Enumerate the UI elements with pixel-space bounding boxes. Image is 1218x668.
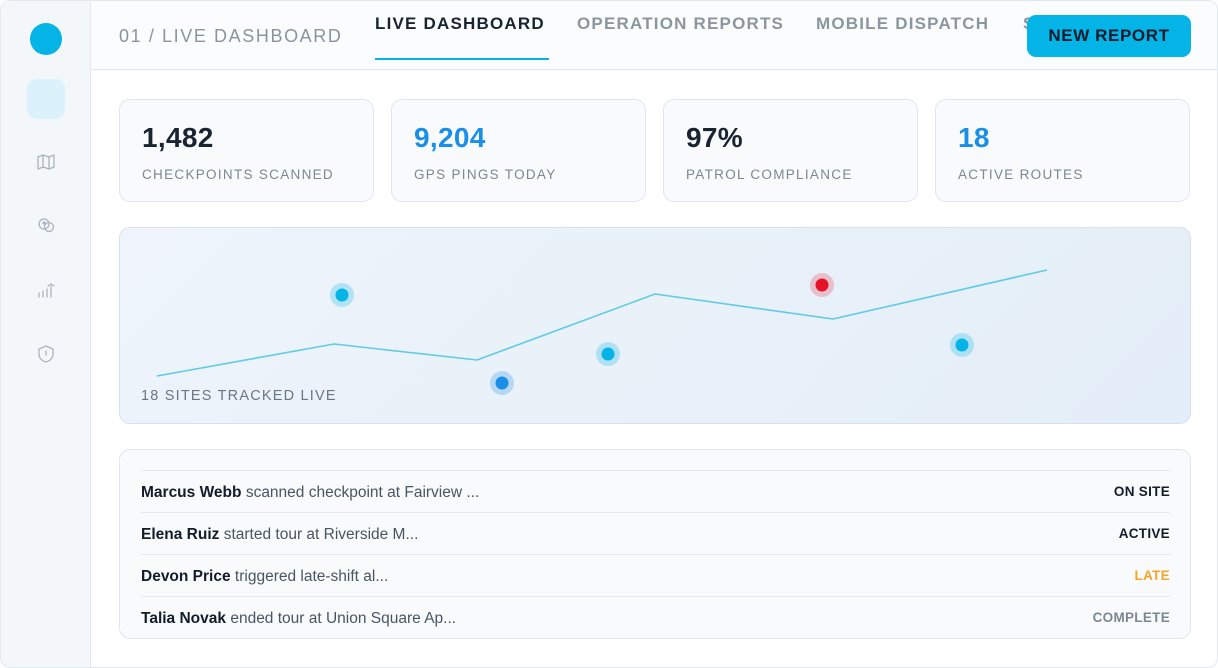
stat-value: 1,482 <box>142 122 214 153</box>
feed-row[interactable]: Marcus Webb scanned checkpoint at Fairvi… <box>141 470 1170 512</box>
tab-live-dashboard[interactable]: LIVE DASHBOARD <box>375 14 545 33</box>
map-icon <box>37 154 55 170</box>
feed-row[interactable]: Talia Novak ended tour at Union Square A… <box>141 596 1170 638</box>
map-canvas <box>156 269 1048 395</box>
feed-user-name: Elena Ruiz <box>141 526 220 543</box>
patrol-route-line <box>156 269 1048 377</box>
active-tab-indicator <box>375 58 549 60</box>
stat-label: GPS PINGS TODAY <box>414 167 557 182</box>
feed-action: started tour at Riverside M... <box>223 526 419 543</box>
sidebar-item-analytics[interactable] <box>34 279 58 303</box>
stat-card-patrol-compliance: 97% PATROL COMPLIANCE <box>663 99 918 202</box>
sidebar-item-map[interactable] <box>34 150 58 174</box>
tab-mobile-dispatch[interactable]: MOBILE DISPATCH <box>816 14 990 33</box>
stat-value: 18 <box>958 122 990 153</box>
feed-row[interactable]: Elena Ruiz started tour at Riverside M..… <box>141 512 1170 554</box>
status-badge: ON SITE <box>1113 484 1170 499</box>
top-bar: 01 / LIVE DASHBOARD LIVE DASHBOARD OPERA… <box>91 1 1217 70</box>
live-map[interactable]: 18 SITES TRACKED LIVE <box>119 227 1191 424</box>
stat-value: 97% <box>686 122 743 153</box>
stat-label: ACTIVE ROUTES <box>958 167 1084 182</box>
status-badge: ACTIVE <box>1118 526 1170 541</box>
stat-card-gps-pings: 9,204 GPS PINGS TODAY <box>391 99 646 202</box>
trend-up-icon <box>38 283 55 298</box>
stat-label: PATROL COMPLIANCE <box>686 167 853 182</box>
map-caption: 18 SITES TRACKED LIVE <box>141 388 337 404</box>
logo <box>30 23 62 55</box>
stat-card-active-routes: 18 ACTIVE ROUTES <box>935 99 1190 202</box>
feed-action: scanned checkpoint at Fairview ... <box>245 484 480 501</box>
feed-user-name: Devon Price <box>141 568 231 585</box>
feed-action: triggered late-shift al... <box>234 568 389 585</box>
site-marker[interactable] <box>490 371 514 395</box>
status-badge: LATE <box>1134 568 1170 583</box>
feed-row[interactable]: Devon Price triggered late-shift al... L… <box>141 554 1170 596</box>
sidebar <box>1 1 91 667</box>
sidebar-item-security[interactable] <box>34 342 58 366</box>
stat-card-checkpoints: 1,482 CHECKPOINTS SCANNED <box>119 99 374 202</box>
site-marker[interactable] <box>330 283 354 307</box>
activity-feed: Marcus Webb scanned checkpoint at Fairvi… <box>119 449 1191 639</box>
team-icon <box>38 218 55 233</box>
sidebar-item-team[interactable] <box>34 214 58 238</box>
sidebar-item-dashboard[interactable] <box>27 79 65 119</box>
feed-user-name: Talia Novak <box>141 610 227 627</box>
new-report-button[interactable]: NEW REPORT <box>1027 15 1191 57</box>
feed-action: ended tour at Union Square Ap... <box>230 610 457 627</box>
site-marker-alert[interactable] <box>810 273 834 297</box>
shield-icon <box>38 345 54 363</box>
feed-user-name: Marcus Webb <box>141 484 242 501</box>
stat-value: 9,204 <box>414 122 486 153</box>
tab-operation-reports[interactable]: OPERATION REPORTS <box>577 14 785 33</box>
site-marker[interactable] <box>950 333 974 357</box>
site-marker[interactable] <box>596 342 620 366</box>
status-badge: COMPLETE <box>1092 610 1170 625</box>
breadcrumb: 01 / LIVE DASHBOARD <box>119 26 343 46</box>
stat-label: CHECKPOINTS SCANNED <box>142 167 334 182</box>
